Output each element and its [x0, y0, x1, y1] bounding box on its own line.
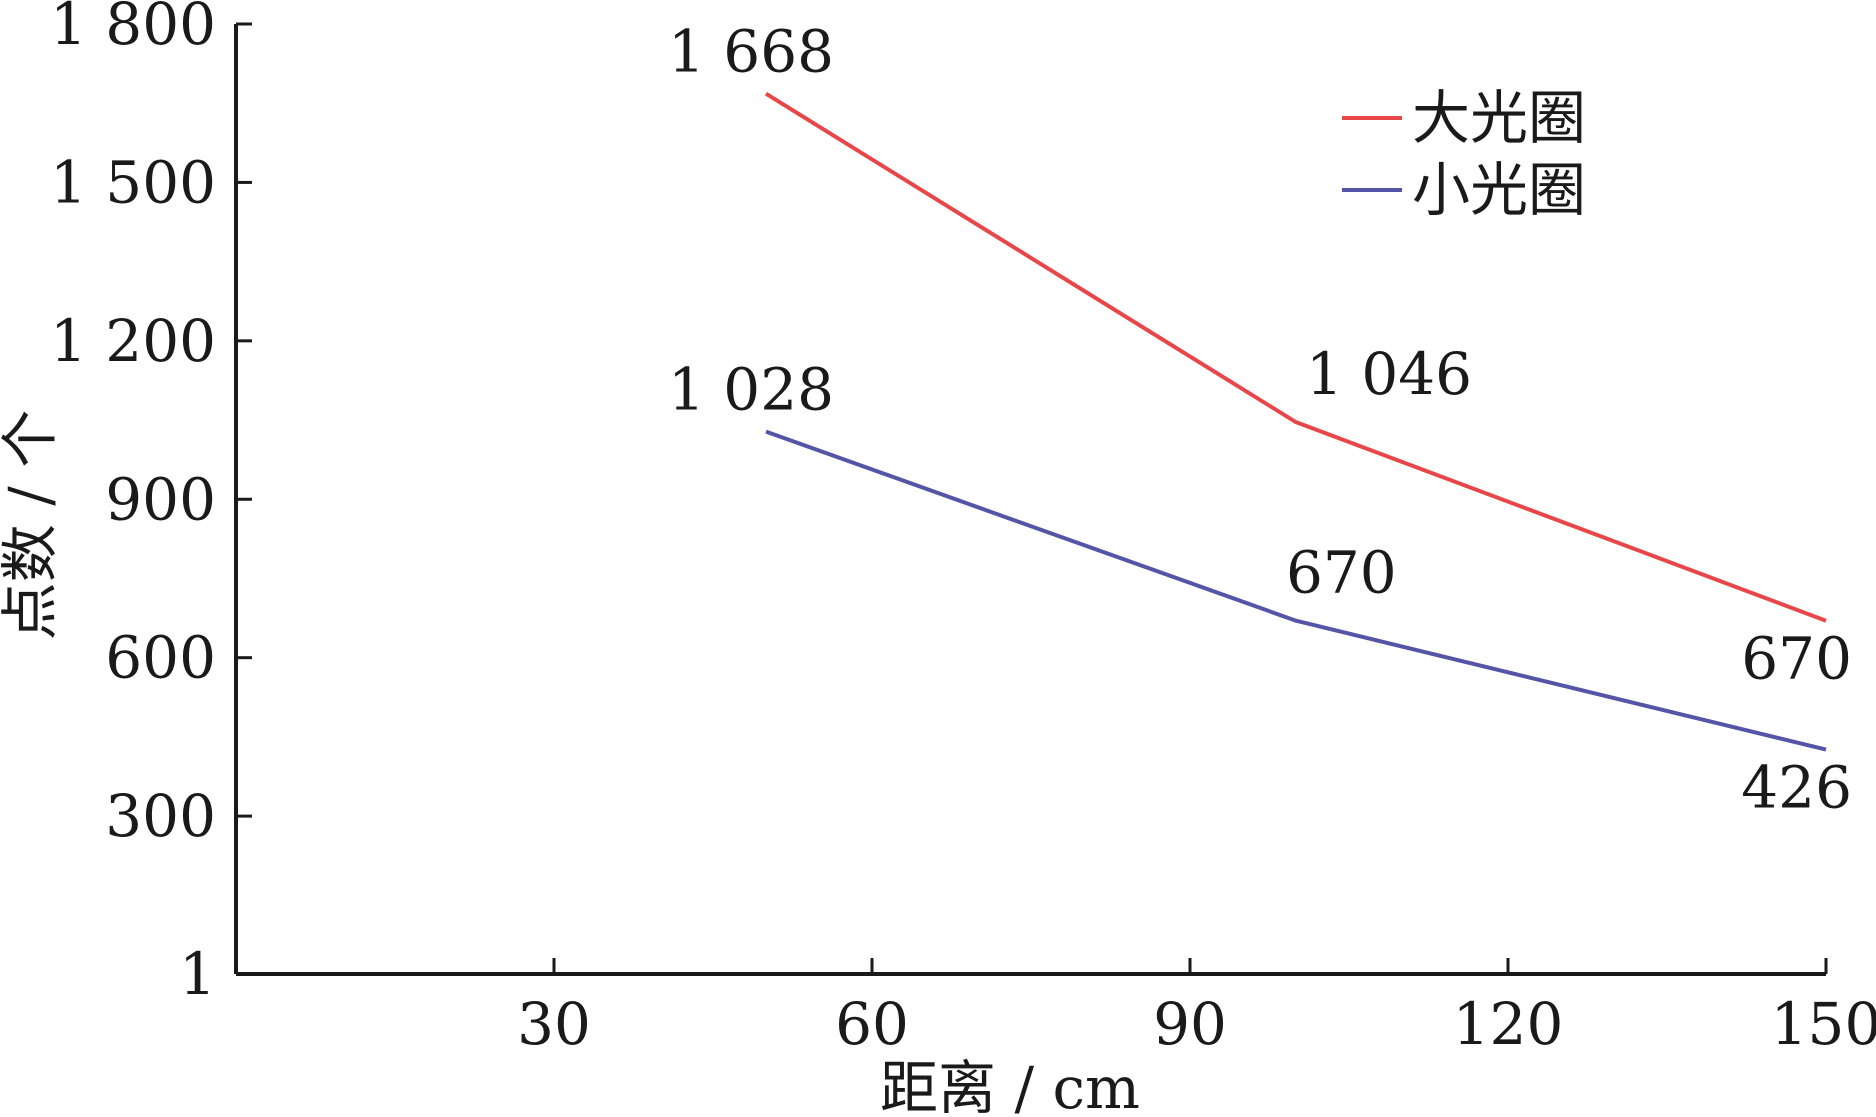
data-label: 670 [1741, 625, 1852, 693]
y-tick-label: 300 [105, 782, 216, 850]
y-tick-label: 1 500 [50, 148, 216, 216]
data-label: 670 [1286, 539, 1397, 607]
axes: 1 300 600 900 1 200 1 500 1 800 30 60 90 120 150 [50, 0, 1876, 1058]
legend-label: 大光圈 [1412, 84, 1586, 152]
y-tick-label: 600 [105, 624, 216, 692]
y-tick-label: 1 800 [50, 0, 216, 58]
series-layer [764, 92, 1827, 752]
x-tick-label: 150 [1771, 990, 1876, 1058]
y-axis-title: 点数 / 个 [0, 410, 64, 640]
y-tick-label: 900 [105, 465, 216, 533]
x-axis-title: 距离 / cm [880, 1054, 1140, 1117]
x-tick-label: 90 [1153, 990, 1227, 1058]
legend-label: 小光圈 [1412, 156, 1586, 224]
data-label: 1 028 [668, 356, 834, 424]
x-tick-label: 60 [835, 990, 909, 1058]
data-labels: 1 668 1 046 670 1 028 670 426 [668, 18, 1852, 822]
data-label: 426 [1741, 754, 1852, 822]
x-tick-label: 30 [517, 990, 591, 1058]
y-tick-label: 1 [179, 940, 216, 1008]
x-tick-label: 120 [1453, 990, 1564, 1058]
data-label: 1 046 [1306, 340, 1472, 408]
data-label: 1 668 [668, 18, 834, 86]
y-tick-label: 1 200 [50, 307, 216, 375]
